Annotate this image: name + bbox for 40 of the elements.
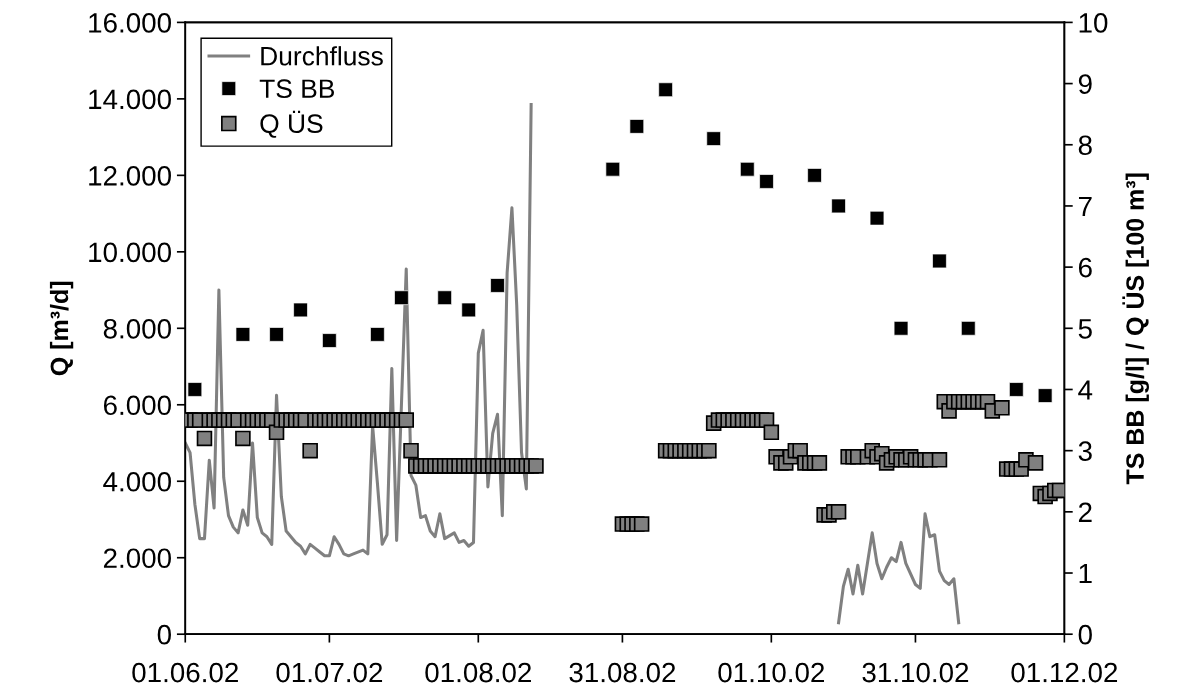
x-tick-label: 01.06.02 — [132, 662, 238, 683]
point — [394, 290, 409, 305]
point — [960, 321, 976, 336]
legend-label: Q ÜS — [260, 110, 323, 138]
y2-tick-label: 4 — [1078, 380, 1093, 400]
y2-tick-label: 7 — [1078, 196, 1092, 217]
point — [235, 327, 251, 342]
y2-tick-label: 1 — [1079, 563, 1092, 584]
x-tick-label: 31.08.02 — [569, 662, 676, 683]
point — [740, 161, 755, 177]
y2-tick-label: 6 — [1078, 257, 1092, 278]
y-tick-label: 0 — [157, 624, 171, 645]
y-tick-label: 12.000 — [89, 166, 171, 186]
y2-tick-label: 10 — [1079, 13, 1108, 33]
point — [658, 82, 673, 97]
y2-tick-label: 0 — [1078, 624, 1092, 645]
legend-label: Durchfluss — [261, 46, 383, 66]
y-tick-label: 10.000 — [89, 242, 171, 263]
y2-tick-label: 9 — [1078, 74, 1092, 94]
point — [437, 290, 452, 305]
y-tick-label: 4.000 — [103, 471, 171, 492]
x-tick-label: 31.10.02 — [862, 662, 969, 683]
y-tick-label: 16.000 — [89, 13, 171, 33]
x-tick-label: 01.10.02 — [718, 662, 824, 683]
y2-axis-title: TS BB [g/l] / Q ÜS [100 m³] — [1122, 173, 1149, 485]
y2-tick-label: 8 — [1078, 135, 1092, 156]
y-tick-label: 8.000 — [103, 318, 171, 339]
point — [831, 198, 846, 214]
y-tick-label: 2.000 — [103, 548, 171, 569]
y2-tick-label: 2 — [1078, 502, 1092, 522]
x-tick-label: 01.12.02 — [1011, 662, 1118, 683]
y-tick-label: 6.000 — [103, 395, 171, 416]
x-tick-label: 01.07.02 — [276, 662, 383, 683]
x-tick-label: 01.08.02 — [425, 662, 531, 683]
y-tick-label: 14.000 — [89, 89, 171, 110]
y-axis-title: Q [m³/d] — [49, 281, 74, 376]
legend-label: TS BB — [259, 79, 335, 99]
point — [893, 321, 909, 336]
y2-tick-label: 5 — [1078, 319, 1092, 339]
y2-tick-label: 3 — [1078, 441, 1092, 461]
